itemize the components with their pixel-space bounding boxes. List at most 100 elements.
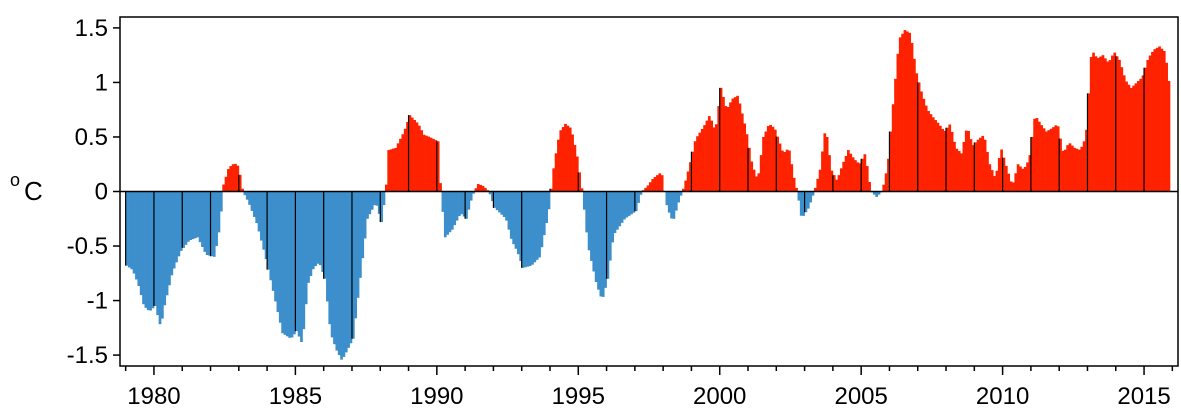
data-bar xyxy=(839,168,843,192)
data-bar xyxy=(146,191,150,311)
data-bar xyxy=(1096,57,1100,192)
data-bar xyxy=(773,129,777,192)
data-bar xyxy=(1162,50,1166,192)
data-bar xyxy=(1167,80,1171,192)
data-bar xyxy=(356,191,360,298)
data-bar xyxy=(1045,131,1048,192)
data-bar xyxy=(198,191,202,243)
data-bar xyxy=(549,188,553,192)
data-bar xyxy=(703,125,706,192)
data-bar xyxy=(479,184,482,192)
data-bar xyxy=(740,113,744,192)
data-bar xyxy=(691,151,695,192)
data-bar xyxy=(943,130,947,192)
data-bar xyxy=(359,191,362,278)
data-bar xyxy=(891,104,895,192)
data-bar xyxy=(686,171,690,192)
data-bar xyxy=(163,191,167,306)
data-bar xyxy=(752,169,756,192)
data-bar xyxy=(738,103,742,192)
data-bar xyxy=(795,187,798,192)
data-bar xyxy=(877,191,881,195)
data-bar xyxy=(623,191,626,220)
data-bar xyxy=(137,191,141,287)
data-bar xyxy=(1026,162,1029,192)
data-bar xyxy=(498,191,501,213)
data-bar xyxy=(1085,129,1088,192)
data-bar xyxy=(1007,173,1011,192)
data-bar xyxy=(403,128,407,192)
data-bar xyxy=(361,191,365,259)
data-bar xyxy=(781,150,784,192)
data-bar xyxy=(288,191,292,338)
data-bar xyxy=(1089,56,1093,192)
data-bar xyxy=(674,191,678,211)
data-bar xyxy=(184,191,188,245)
data-bar xyxy=(1030,136,1034,192)
data-bar xyxy=(201,191,204,247)
data-bar xyxy=(837,175,841,192)
data-bar xyxy=(318,191,322,266)
data-bar xyxy=(260,191,263,241)
data-bar xyxy=(172,191,176,269)
data-bar xyxy=(851,157,855,192)
data-bar xyxy=(580,188,584,192)
data-bar xyxy=(922,98,926,192)
data-bar xyxy=(392,148,395,192)
data-bar xyxy=(618,191,622,227)
data-bar xyxy=(696,136,699,192)
data-bar xyxy=(307,191,310,283)
data-bar xyxy=(1122,75,1126,192)
data-bar xyxy=(370,191,374,210)
data-bar xyxy=(1061,150,1065,192)
data-bar xyxy=(1160,48,1164,192)
data-bar xyxy=(507,191,511,230)
data-bar xyxy=(149,191,152,311)
data-bar xyxy=(917,82,921,192)
data-bar xyxy=(170,191,174,276)
data-bar xyxy=(267,191,270,270)
data-bar xyxy=(410,117,414,192)
data-bar xyxy=(644,187,647,192)
data-bar xyxy=(528,191,532,267)
data-bar xyxy=(799,191,803,216)
data-bar xyxy=(797,191,801,201)
x-tick-label: 2005 xyxy=(834,383,887,410)
data-bar xyxy=(729,102,732,192)
data-bar xyxy=(516,191,520,255)
data-bar xyxy=(1080,146,1084,192)
data-bar xyxy=(811,191,815,196)
data-bar xyxy=(285,191,289,337)
data-bar xyxy=(993,176,996,192)
data-bar xyxy=(776,136,780,192)
data-bar xyxy=(512,191,515,245)
data-bar xyxy=(969,139,973,192)
data-bar xyxy=(337,191,341,356)
data-bar xyxy=(825,136,829,192)
data-bar xyxy=(326,191,329,302)
data-bar xyxy=(613,191,617,234)
data-bar xyxy=(135,191,138,280)
data-bar xyxy=(901,33,904,192)
data-bar xyxy=(283,191,287,335)
data-bar xyxy=(441,191,445,212)
data-bar xyxy=(205,191,209,255)
data-bar xyxy=(948,124,952,192)
data-bar xyxy=(241,188,244,192)
data-bar xyxy=(264,191,268,260)
data-bar xyxy=(347,191,350,348)
data-bar xyxy=(670,191,673,219)
data-bar xyxy=(281,191,284,334)
data-bar xyxy=(979,137,982,192)
data-bar xyxy=(733,97,737,192)
data-bar xyxy=(245,191,249,200)
data-bar xyxy=(983,139,987,192)
data-bar xyxy=(1141,75,1145,192)
data-bar xyxy=(229,166,233,192)
data-bar xyxy=(616,191,619,230)
data-bar xyxy=(540,191,544,248)
data-bar xyxy=(448,191,452,233)
data-bar xyxy=(986,151,989,192)
data-bar xyxy=(417,125,421,192)
